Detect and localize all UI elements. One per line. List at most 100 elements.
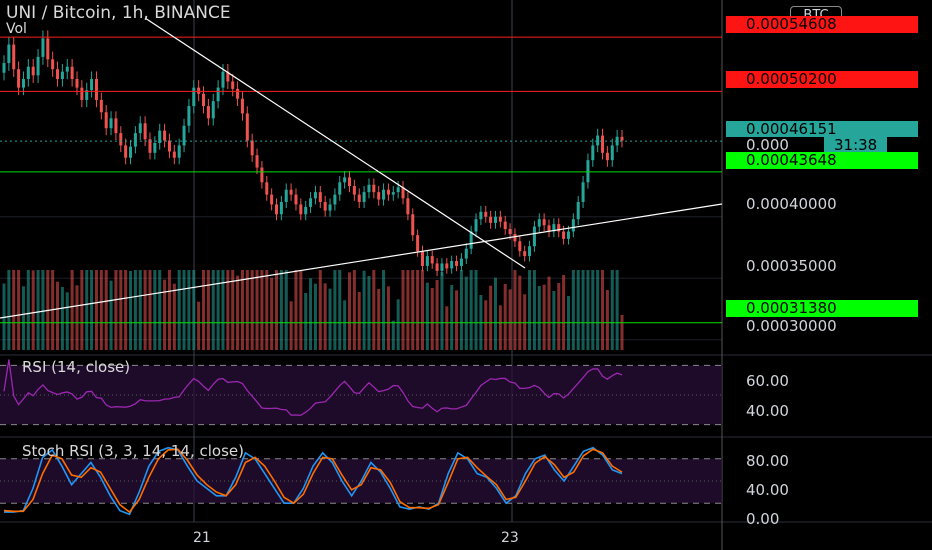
volume-bars (2, 270, 624, 350)
candle-body (31, 66, 35, 76)
volume-bar (557, 283, 561, 350)
candle-body (250, 140, 254, 156)
candle-body (352, 186, 356, 195)
y-tick-label: 0.00030000 (746, 317, 837, 335)
volume-bar (493, 277, 497, 350)
volume-bar (445, 306, 449, 350)
price-label-green-mid: 0.00043648 (726, 152, 918, 169)
horizontal-levels (0, 36, 722, 324)
countdown-prefix: 0.000 (746, 136, 789, 154)
candle-body (498, 216, 502, 222)
volume-bar (581, 270, 585, 350)
candle-body (489, 216, 493, 223)
candle-body (51, 59, 55, 70)
volume-bar (143, 270, 147, 350)
candle-body (581, 182, 585, 202)
candle-body (177, 145, 181, 158)
candle-body (167, 140, 171, 152)
volume-bar (192, 270, 196, 350)
candle-body (474, 219, 478, 232)
candle-body (226, 71, 230, 82)
volume-bar (406, 270, 410, 350)
volume-bar (357, 292, 361, 350)
candle-body (416, 235, 420, 252)
x-tick-label: 23 (501, 530, 519, 546)
candle-body (479, 211, 483, 220)
candle-body (260, 167, 264, 183)
candle-body (274, 204, 279, 215)
volume-bar (36, 270, 40, 350)
volume-bar (12, 270, 16, 350)
volume-bar (464, 276, 468, 350)
volume-bar (163, 279, 167, 350)
volume-bar (245, 270, 249, 350)
volume-bar (85, 270, 89, 350)
candle-body (187, 106, 191, 126)
candle-body (240, 98, 244, 114)
volume-bar (547, 276, 551, 350)
volume-bar (620, 315, 624, 350)
volume-bar (523, 294, 527, 350)
volume-bar (610, 270, 614, 350)
candle-body (21, 79, 25, 88)
candle-body (547, 225, 551, 232)
candle-body (109, 118, 113, 129)
candle-body (60, 71, 64, 80)
candle-body (459, 258, 463, 266)
volume-bar (206, 270, 210, 350)
candle-body (601, 135, 605, 153)
volume-bar (21, 286, 25, 350)
volume-bar (124, 270, 128, 350)
stoch-k-line (4, 446, 623, 516)
candle-body (299, 204, 303, 215)
volume-bar (75, 285, 79, 350)
volume-bar (236, 275, 240, 350)
volume-bar (294, 270, 298, 350)
volume-bar (605, 290, 609, 350)
volume-bar (576, 270, 580, 350)
candle-body (313, 192, 317, 199)
volume-bar (216, 270, 220, 350)
volume-bar (459, 270, 463, 350)
rsi-title: RSI (14, close) (22, 358, 131, 376)
candle-body (562, 231, 566, 239)
candle-body (615, 136, 619, 146)
volume-label: Vol (6, 21, 27, 37)
volume-bar (138, 270, 142, 350)
candle-body (610, 145, 614, 161)
candle-body (192, 87, 196, 107)
volume-bar (17, 270, 21, 350)
chart-title: UNI / Bitcoin, 1h, BINANCE (6, 3, 231, 23)
candle-body (440, 263, 444, 271)
volume-bar (304, 293, 308, 350)
candle-body (2, 63, 6, 73)
candle-body (182, 125, 186, 146)
candle-body (304, 206, 308, 215)
trendlines (0, 17, 723, 319)
volume-bar (474, 270, 478, 350)
candle-body (17, 69, 21, 88)
volume-bar (2, 283, 6, 350)
volume-bar (416, 270, 420, 350)
volume-bar (571, 270, 575, 350)
volume-bar (119, 270, 123, 350)
volume-bar (596, 270, 600, 350)
candle-body (129, 146, 133, 158)
candle-body (104, 112, 108, 129)
volume-bar (528, 270, 532, 350)
candle-body (75, 79, 79, 88)
candle-body (464, 248, 468, 259)
candle-body (420, 251, 424, 266)
volume-bar (440, 272, 444, 350)
volume-bar (80, 270, 84, 350)
volume-bar (323, 283, 327, 350)
volume-bar (601, 270, 605, 350)
volume-bar (435, 280, 439, 350)
volume-bar (202, 270, 206, 350)
volume-bar (94, 270, 98, 350)
candle-body (172, 151, 176, 158)
volume-bar (56, 281, 60, 350)
candle-body (211, 101, 215, 119)
candle-body (221, 71, 225, 88)
